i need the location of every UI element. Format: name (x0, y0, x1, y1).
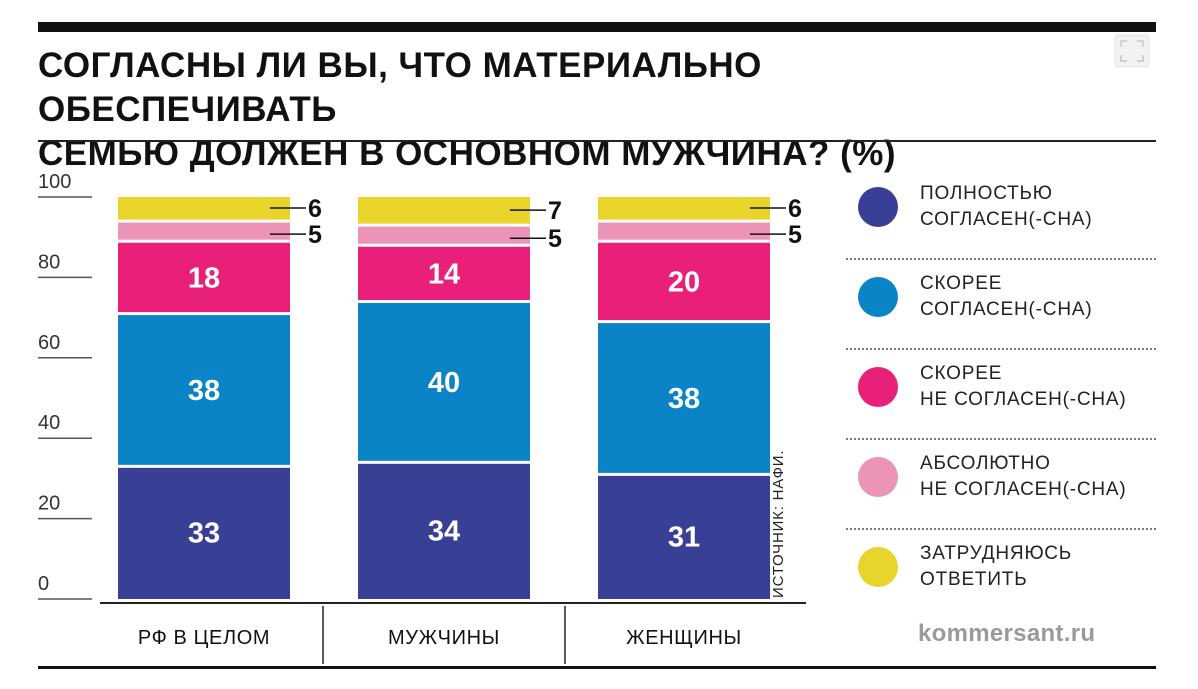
legend-dot (858, 457, 898, 497)
legend-item-fully-disagree: АБСОЛЮТНО НЕ СОГЛАСЕН(-СНА) (846, 440, 1156, 530)
legend-item-rather-agree: СКОРЕЕ СОГЛАСЕН(-СНА) (846, 260, 1156, 350)
y-tick-label: 100 (38, 171, 71, 193)
data-label: 18 (188, 262, 220, 294)
category-label: РФ В ЦЕЛОМ (138, 627, 270, 649)
data-label: 34 (428, 516, 460, 548)
legend-item-rather-disagree: СКОРЕЕ НЕ СОГЛАСЕН(-СНА) (846, 350, 1156, 440)
bar-segment (358, 303, 530, 461)
legend-label: СКОРЕЕ НЕ СОГЛАСЕН(-СНА) (920, 363, 1127, 410)
category-label: ЖЕНЩИНЫ (626, 627, 742, 649)
bar-segment (118, 222, 290, 240)
data-label: 31 (668, 522, 700, 554)
header-divider (38, 140, 1156, 142)
legend-label: ПОЛНОСТЬЮ СОГЛАСЕН(-СНА) (920, 183, 1093, 230)
legend-dot (858, 547, 898, 587)
bar-segment (118, 242, 290, 313)
y-tick-label: 0 (38, 573, 49, 595)
y-tick-label: 80 (38, 251, 60, 273)
data-label: 6 (308, 195, 322, 223)
bar-segment (598, 323, 770, 473)
data-label: 6 (788, 195, 802, 223)
data-label: 5 (548, 225, 562, 253)
bar-segment (358, 463, 530, 599)
category-label: МУЖЧИНЫ (388, 627, 500, 649)
data-label: 5 (788, 221, 802, 249)
legend: ПОЛНОСТЬЮ СОГЛАСЕН(-СНА) СКОРЕЕ СОГЛАСЕН… (846, 170, 1156, 618)
bar-segment (118, 197, 290, 220)
bar-segment (118, 315, 290, 465)
source-note: ИСТОЧНИК: НАФИ. (770, 449, 787, 598)
y-tick-label: 60 (38, 332, 60, 354)
legend-item-fully-agree: ПОЛНОСТЬЮ СОГЛАСЕН(-СНА) (846, 170, 1156, 260)
y-tick-label: 40 (38, 412, 60, 434)
legend-dot (858, 277, 898, 317)
legend-item-undecided: ЗАТРУДНЯЮСЬ ОТВЕТИТЬ (846, 530, 1156, 618)
data-label: 14 (428, 258, 460, 290)
legend-label: СКОРЕЕ СОГЛАСЕН(-СНА) (920, 273, 1093, 320)
bar-segment (118, 467, 290, 599)
legend-label: АБСОЛЮТНО НЕ СОГЛАСЕН(-СНА) (920, 453, 1127, 500)
data-label: 20 (668, 266, 700, 298)
data-label: 38 (668, 383, 700, 415)
legend-label: ЗАТРУДНЯЮСЬ ОТВЕТИТЬ (920, 543, 1073, 590)
data-label: 33 (188, 518, 220, 550)
title-line-1: СОГЛАСНЫ ЛИ ВЫ, ЧТО МАТЕРИАЛЬНО ОБЕСПЕЧИ… (38, 46, 762, 129)
brand-link[interactable]: kommersant.ru (918, 620, 1096, 647)
data-label: 7 (548, 197, 562, 225)
bottom-rule (38, 666, 1156, 669)
legend-dot (858, 367, 898, 407)
bar-segment (358, 226, 530, 244)
y-tick-label: 20 (38, 493, 60, 515)
data-label: 38 (188, 375, 220, 407)
bar-segment (598, 242, 770, 321)
data-label: 40 (428, 367, 460, 399)
bar-segment (598, 197, 770, 220)
top-rule (38, 22, 1156, 32)
expand-icon[interactable] (1114, 34, 1150, 68)
bar-segment (358, 246, 530, 301)
legend-dot (858, 187, 898, 227)
bar-segment (598, 475, 770, 599)
bar-segment (598, 222, 770, 240)
bar-segment (358, 197, 530, 224)
data-label: 5 (308, 221, 322, 249)
